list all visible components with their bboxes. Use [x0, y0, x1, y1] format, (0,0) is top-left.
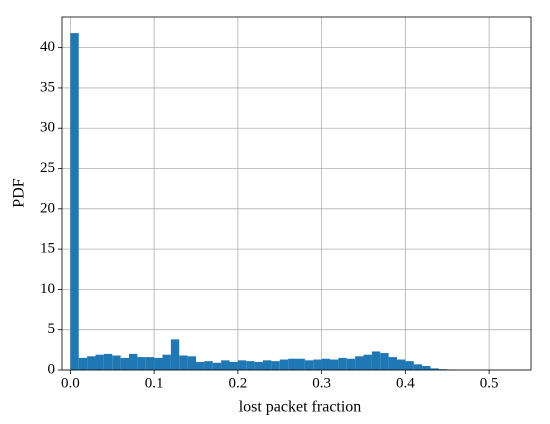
x-tick-label: 0.5 [480, 375, 499, 391]
bar [246, 361, 255, 370]
bar [397, 359, 406, 370]
bar [279, 359, 289, 370]
bar [87, 356, 96, 370]
bar [313, 359, 322, 370]
y-tick-label: 10 [40, 281, 55, 297]
bar [380, 353, 389, 370]
x-tick-label: 0.4 [396, 375, 415, 391]
bar [95, 354, 104, 370]
bar [103, 353, 113, 370]
y-tick-label: 25 [40, 160, 55, 176]
bar [129, 353, 138, 370]
bar [430, 368, 439, 370]
bar [271, 361, 280, 370]
bar [162, 354, 171, 370]
bar [229, 361, 238, 370]
bar [296, 358, 305, 370]
bar [112, 355, 121, 370]
bar [170, 339, 180, 370]
y-tick-label: 30 [40, 120, 55, 136]
plot-frame [61, 16, 532, 371]
bar [263, 360, 272, 370]
bar [70, 33, 79, 371]
bar [179, 355, 188, 370]
bar [338, 357, 347, 370]
bar [405, 361, 414, 370]
y-tick-label: 35 [40, 79, 55, 95]
bar [78, 357, 88, 370]
x-tick-label: 0.2 [229, 375, 248, 391]
bar [371, 351, 381, 370]
bar [187, 356, 196, 370]
bar [196, 361, 205, 370]
bar [154, 357, 163, 370]
y-tick-label: 40 [40, 39, 55, 55]
x-tick-label: 0.3 [312, 375, 331, 391]
bar [145, 357, 155, 370]
bar [330, 359, 339, 370]
bar [212, 362, 222, 370]
bar [413, 364, 423, 370]
x-axis-label: lost packet fraction [239, 399, 362, 416]
bar [221, 360, 230, 370]
bar [288, 358, 297, 370]
bar [355, 356, 364, 370]
bar [254, 361, 263, 370]
y-tick-label: 15 [40, 241, 55, 257]
y-tick-label: 0 [48, 361, 56, 377]
bar [137, 357, 146, 370]
x-tick-label: 0.0 [61, 375, 80, 391]
bar [363, 354, 372, 370]
bar [204, 361, 213, 370]
bar [321, 358, 330, 370]
bar [120, 357, 129, 370]
bar [422, 365, 431, 370]
x-tick-label: 0.1 [145, 375, 164, 391]
bar [438, 369, 448, 370]
y-axis-label: PDF [11, 178, 28, 207]
y-tick-label: 5 [48, 321, 56, 337]
bar [388, 357, 397, 370]
bar [304, 360, 314, 370]
bar [237, 360, 247, 370]
bar [346, 358, 356, 370]
y-tick-label: 20 [40, 200, 55, 216]
